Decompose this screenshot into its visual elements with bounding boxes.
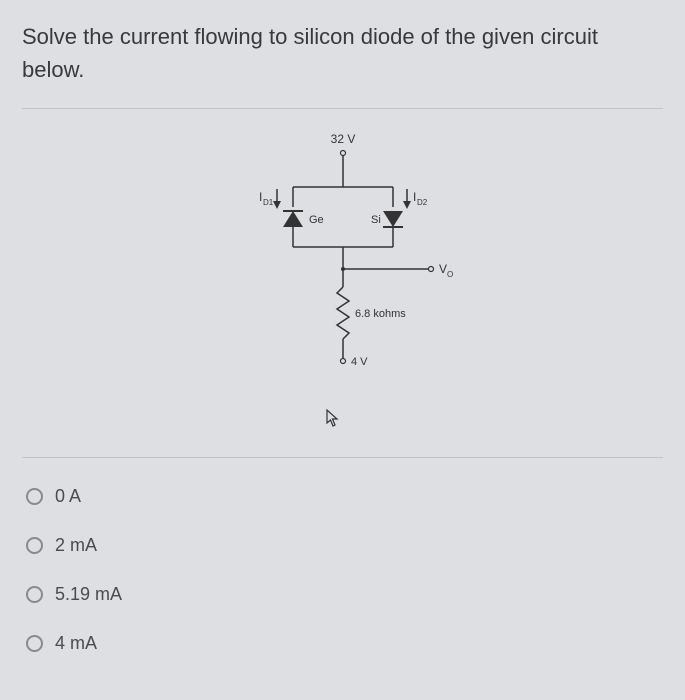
question-text: Solve the current flowing to silicon dio… <box>22 20 663 86</box>
option-4ma[interactable]: 4 mA <box>22 619 663 668</box>
top-voltage: 32 V <box>330 132 355 146</box>
vo-sub: O <box>447 270 453 279</box>
left-current: I <box>259 190 262 204</box>
circuit-diagram: 32 V I D1 Ge I D2 <box>22 129 663 409</box>
cursor-icon <box>326 409 340 432</box>
option-label: 0 A <box>55 486 81 507</box>
right-current-sub: D2 <box>417 198 428 207</box>
si-label: Si <box>371 214 381 226</box>
radio-icon <box>26 488 43 505</box>
ge-label: Ge <box>309 214 324 226</box>
bottom-voltage: 4 V <box>351 356 368 368</box>
circuit-panel: 32 V I D1 Ge I D2 <box>22 108 663 458</box>
right-current: I <box>413 190 416 204</box>
option-label: 5.19 mA <box>55 584 122 605</box>
option-0a[interactable]: 0 A <box>22 472 663 521</box>
left-current-sub: D1 <box>263 198 274 207</box>
option-label: 4 mA <box>55 633 97 654</box>
radio-icon <box>26 586 43 603</box>
radio-icon <box>26 635 43 652</box>
option-2ma[interactable]: 2 mA <box>22 521 663 570</box>
resistor-label: 6.8 kohms <box>355 308 406 320</box>
options-list: 0 A 2 mA 5.19 mA 4 mA <box>22 472 663 668</box>
radio-icon <box>26 537 43 554</box>
vo-label: V <box>439 262 447 276</box>
option-5-19ma[interactable]: 5.19 mA <box>22 570 663 619</box>
option-label: 2 mA <box>55 535 97 556</box>
